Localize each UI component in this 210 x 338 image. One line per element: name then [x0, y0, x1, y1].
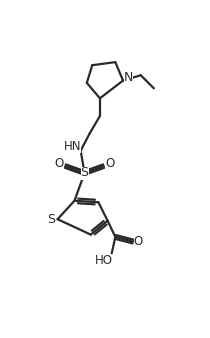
- Text: HN: HN: [63, 140, 81, 153]
- Text: S: S: [47, 213, 55, 226]
- Text: O: O: [54, 157, 64, 170]
- Text: O: O: [105, 157, 115, 170]
- Text: N: N: [124, 71, 133, 84]
- Text: O: O: [134, 235, 143, 248]
- Text: HO: HO: [95, 254, 113, 267]
- Text: S: S: [80, 167, 89, 179]
